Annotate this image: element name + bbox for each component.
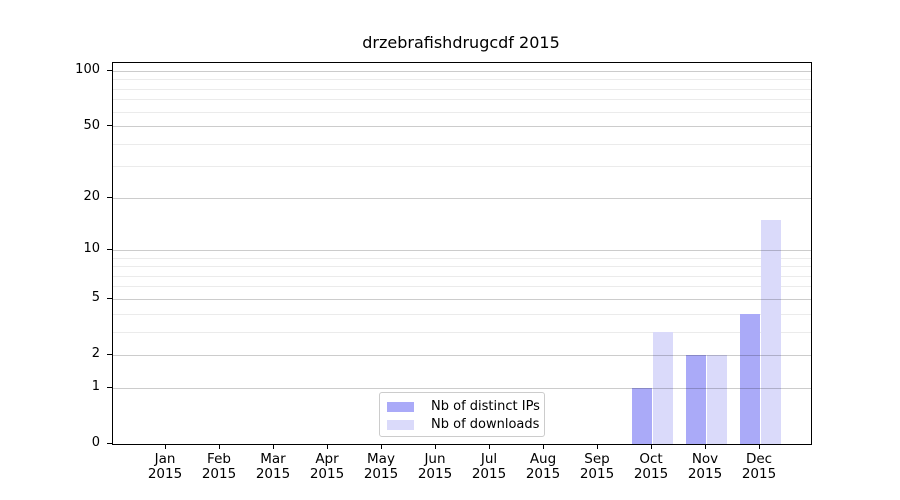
x-tick-month: Apr — [315, 451, 339, 467]
y-minor-gridline — [113, 266, 811, 268]
x-tick-month: Nov — [691, 451, 719, 467]
x-tick-year: 2015 — [363, 466, 399, 482]
x-tick-label: Apr 2015 — [295, 452, 359, 482]
y-tick-label: 10 — [83, 241, 100, 257]
x-tick-mark — [650, 444, 652, 449]
y-minor-gridline — [113, 143, 811, 145]
y-tick-mark — [107, 297, 112, 299]
y-minor-gridline — [113, 88, 811, 90]
x-tick-year: 2015 — [687, 466, 723, 482]
x-tick-month: Feb — [207, 451, 231, 467]
x-tick-mark — [488, 444, 490, 449]
x-tick-mark — [434, 444, 436, 449]
y-major-gridline — [113, 197, 811, 199]
x-tick-month: Jul — [480, 451, 498, 467]
x-tick-year: 2015 — [525, 466, 561, 482]
y-minor-gridline — [113, 331, 811, 333]
x-tick-label: Nov 2015 — [673, 452, 737, 482]
y-tick-label: 100 — [75, 62, 100, 78]
y-minor-gridline — [113, 286, 811, 288]
y-major-gridline — [113, 298, 811, 300]
x-tick-label: Jan 2015 — [133, 452, 197, 482]
y-tick-label: 0 — [91, 435, 100, 450]
x-tick-month: Sep — [584, 451, 610, 467]
x-tick-label: Aug 2015 — [511, 452, 575, 482]
x-tick-label: Dec 2015 — [727, 452, 791, 482]
x-tick-label: May 2015 — [349, 452, 413, 482]
legend-label-downloads: Nb of downloads — [431, 417, 540, 432]
y-tick-mark — [107, 125, 112, 127]
x-tick-mark — [380, 444, 382, 449]
x-tick-year: 2015 — [741, 466, 777, 482]
bar-distinct-ips — [739, 314, 760, 444]
y-major-gridline — [113, 126, 811, 128]
legend-swatch-distinct-ips — [387, 401, 414, 412]
x-tick-label: Sep 2015 — [565, 452, 629, 482]
x-tick-year: 2015 — [471, 466, 507, 482]
y-tick-mark — [107, 353, 112, 355]
x-tick-mark — [272, 444, 274, 449]
plot-area — [112, 62, 812, 445]
x-tick-year: 2015 — [255, 466, 291, 482]
x-tick-month: Mar — [260, 451, 286, 467]
x-tick-mark — [164, 444, 166, 449]
y-minor-gridline — [113, 257, 811, 259]
x-tick-mark — [542, 444, 544, 449]
y-tick-mark — [107, 386, 112, 388]
x-tick-label: Feb 2015 — [187, 452, 251, 482]
y-major-gridline — [113, 387, 811, 389]
legend-swatch-downloads — [387, 419, 414, 430]
y-tick-mark — [107, 248, 112, 250]
x-tick-label: Mar 2015 — [241, 452, 305, 482]
x-tick-mark — [218, 444, 220, 449]
x-tick-year: 2015 — [579, 466, 615, 482]
bar-downloads — [706, 355, 727, 444]
x-tick-label: Jul 2015 — [457, 452, 521, 482]
y-tick-label: 5 — [91, 290, 100, 306]
y-minor-gridline — [113, 313, 811, 315]
legend-label-distinct-ips: Nb of distinct IPs — [431, 399, 540, 414]
x-tick-month: Oct — [639, 451, 663, 467]
x-tick-label: Oct 2015 — [619, 452, 683, 482]
x-tick-mark — [758, 444, 760, 449]
y-minor-gridline — [113, 166, 811, 168]
y-minor-gridline — [113, 111, 811, 113]
y-tick-label: 20 — [83, 189, 100, 205]
y-tick-label: 1 — [91, 379, 100, 395]
y-tick-mark — [107, 196, 112, 198]
legend: Nb of distinct IPs Nb of downloads — [379, 392, 545, 437]
y-minor-gridline — [113, 275, 811, 277]
y-major-gridline — [113, 354, 811, 356]
y-tick-label: 50 — [83, 117, 100, 133]
bar-distinct-ips — [685, 355, 706, 444]
legend-entry-downloads: Nb of downloads — [380, 416, 544, 433]
chart-title: drzebrafishdrugcdf 2015 — [362, 33, 560, 52]
bar-downloads — [760, 220, 781, 444]
x-tick-month: Dec — [745, 451, 773, 467]
x-tick-year: 2015 — [633, 466, 669, 482]
y-major-gridline — [113, 249, 811, 251]
legend-entry-distinct-ips: Nb of distinct IPs — [380, 398, 544, 415]
x-tick-year: 2015 — [147, 466, 183, 482]
bar-downloads — [652, 332, 673, 444]
x-tick-month: Jan — [154, 451, 176, 467]
x-tick-month: May — [367, 451, 395, 467]
x-tick-mark — [596, 444, 598, 449]
y-major-gridline — [113, 70, 811, 72]
y-minor-gridline — [113, 99, 811, 101]
y-tick-mark — [107, 69, 112, 71]
bar-distinct-ips — [631, 388, 652, 444]
x-tick-month: Aug — [529, 451, 557, 467]
x-tick-mark — [704, 444, 706, 449]
x-tick-year: 2015 — [201, 466, 237, 482]
x-tick-year: 2015 — [309, 466, 345, 482]
y-tick-mark — [107, 442, 112, 444]
x-tick-label: Jun 2015 — [403, 452, 467, 482]
y-tick-label: 2 — [91, 346, 100, 362]
x-tick-year: 2015 — [417, 466, 453, 482]
y-minor-gridline — [113, 79, 811, 81]
x-tick-mark — [326, 444, 328, 449]
x-tick-month: Jun — [424, 451, 446, 467]
